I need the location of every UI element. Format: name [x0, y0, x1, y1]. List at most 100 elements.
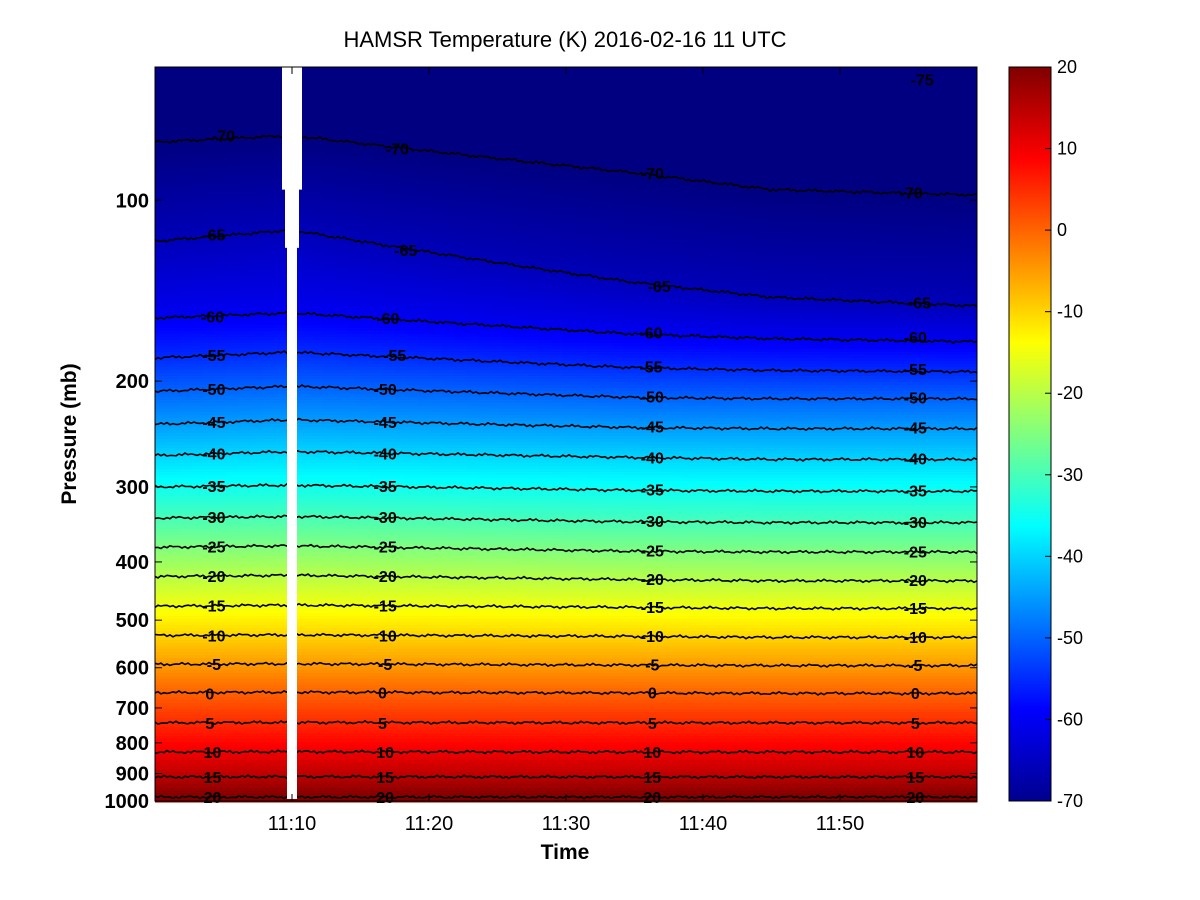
temperature-cell: [239, 430, 252, 434]
temperature-cell: [347, 106, 360, 110]
temperature-cell: [227, 100, 240, 104]
temperature-cell: [299, 454, 312, 458]
temperature-cell: [275, 463, 288, 467]
temperature-cell: [275, 346, 288, 350]
temperature-cell: [323, 754, 336, 758]
temperature-cell: [359, 196, 372, 200]
temperature-cell: [323, 769, 336, 773]
temperature-cell: [179, 556, 192, 560]
temperature-cell: [239, 343, 252, 347]
temperature-cell: [227, 277, 240, 281]
temperature-cell: [359, 568, 372, 572]
temperature-cell: [275, 613, 288, 617]
temperature-cell: [167, 610, 180, 614]
temperature-cell: [155, 778, 168, 782]
temperature-cell: [347, 619, 360, 623]
temperature-cell: [275, 589, 288, 593]
temperature-cell: [299, 277, 312, 281]
temperature-cell: [215, 220, 228, 224]
temperature-cell: [215, 259, 228, 263]
temperature-cell: [167, 535, 180, 539]
temperature-cell: [371, 76, 384, 80]
temperature-cell: [179, 268, 192, 272]
temperature-cell: [179, 781, 192, 785]
temperature-cell: [335, 181, 348, 185]
temperature-cell: [191, 247, 204, 251]
temperature-cell: [191, 469, 204, 473]
temperature-cell: [167, 211, 180, 215]
temperature-cell: [251, 355, 264, 359]
temperature-cell: [323, 592, 336, 596]
temperature-cell: [323, 760, 336, 764]
temperature-cell: [311, 637, 324, 641]
temperature-cell: [251, 523, 264, 527]
temperature-cell: [263, 475, 276, 479]
temperature-cell: [323, 184, 336, 188]
temperature-cell: [263, 403, 276, 407]
temperature-cell: [239, 112, 252, 116]
temperature-cell: [251, 505, 264, 509]
temperature-cell: [215, 586, 228, 590]
temperature-cell: [335, 706, 348, 710]
temperature-cell: [215, 187, 228, 191]
temperature-cell: [323, 625, 336, 629]
temperature-cell: [323, 709, 336, 713]
temperature-cell: [347, 109, 360, 113]
temperature-cell: [299, 463, 312, 467]
temperature-cell: [203, 328, 216, 332]
temperature-cell: [311, 712, 324, 716]
temperature-cell: [311, 667, 324, 671]
temperature-cell: [155, 763, 168, 767]
temperature-cell: [383, 370, 396, 374]
temperature-cell: [239, 655, 252, 659]
temperature-cell: [179, 100, 192, 104]
temperature-cell: [347, 616, 360, 620]
temperature-cell: [359, 448, 372, 452]
temperature-cell: [335, 127, 348, 131]
temperature-cell: [359, 658, 372, 662]
temperature-cell: [167, 136, 180, 140]
temperature-cell: [203, 304, 216, 308]
temperature-cell: [275, 790, 288, 794]
temperature-cell: [155, 781, 168, 785]
temperature-cell: [179, 133, 192, 137]
temperature-cell: [179, 481, 192, 485]
temperature-cell: [275, 325, 288, 329]
temperature-cell: [299, 778, 312, 782]
temperature-cell: [227, 460, 240, 464]
temperature-cell: [335, 727, 348, 731]
temperature-cell: [299, 238, 312, 242]
temperature-cell: [323, 610, 336, 614]
temperature-cell: [383, 202, 396, 206]
temperature-cell: [347, 298, 360, 302]
temperature-cell: [335, 637, 348, 641]
temperature-cell: [179, 550, 192, 554]
temperature-cell: [275, 367, 288, 371]
temperature-cell: [215, 172, 228, 176]
temperature-cell: [179, 310, 192, 314]
temperature-cell: [167, 340, 180, 344]
temperature-cell: [359, 358, 372, 362]
temperature-cell: [251, 337, 264, 341]
temperature-cell: [167, 562, 180, 566]
temperature-cell: [311, 538, 324, 542]
temperature-cell: [191, 505, 204, 509]
temperature-cell: [371, 646, 384, 650]
temperature-cell: [335, 652, 348, 656]
temperature-cell: [167, 91, 180, 95]
temperature-cell: [251, 676, 264, 680]
temperature-cell: [359, 505, 372, 509]
temperature-cell: [311, 181, 324, 185]
temperature-cell: [155, 73, 168, 77]
temperature-cell: [251, 292, 264, 296]
temperature-cell: [155, 490, 168, 494]
temperature-cell: [299, 652, 312, 656]
temperature-cell: [251, 397, 264, 401]
temperature-cell: [323, 175, 336, 179]
temperature-cell: [191, 67, 204, 71]
temperature-cell: [323, 220, 336, 224]
temperature-cell: [167, 124, 180, 128]
temperature-cell: [263, 529, 276, 533]
temperature-cell: [251, 145, 264, 149]
temperature-cell: [179, 352, 192, 356]
